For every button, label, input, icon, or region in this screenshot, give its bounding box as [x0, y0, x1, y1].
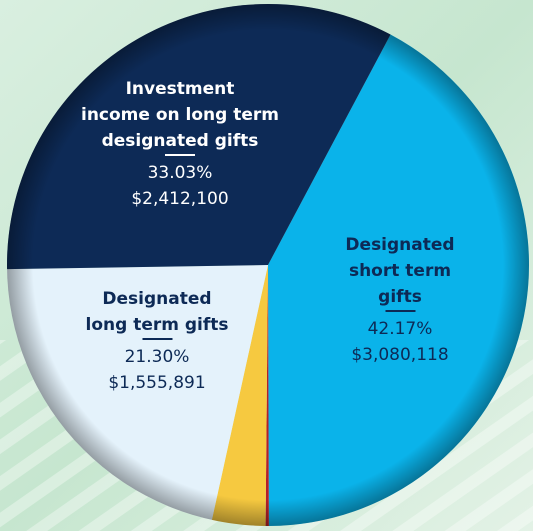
slice-label: Investment income on long term designate… [81, 76, 279, 212]
percent-label: 33.03% [147, 163, 213, 183]
amount-label: $3,080,118 [351, 345, 449, 365]
separator [165, 154, 195, 156]
percent-label: 42.17% [367, 319, 433, 339]
category-label: Designated long term gifts [85, 289, 229, 335]
amount-label: $1,555,891 [108, 373, 206, 393]
category-label: Investment income on long term designate… [81, 79, 279, 151]
amount-label: $2,412,100 [131, 189, 229, 209]
category-label: Designated short term gifts [345, 235, 455, 307]
separator [141, 338, 172, 340]
slice-label: Designated short term gifts 42.17% $3,080,… [334, 232, 467, 368]
pie-rim [7, 4, 529, 526]
separator [385, 310, 415, 312]
percent-label: 21.30% [124, 347, 190, 367]
slice-label: Designated long term gifts 21.30% $1,555,8… [85, 286, 228, 396]
